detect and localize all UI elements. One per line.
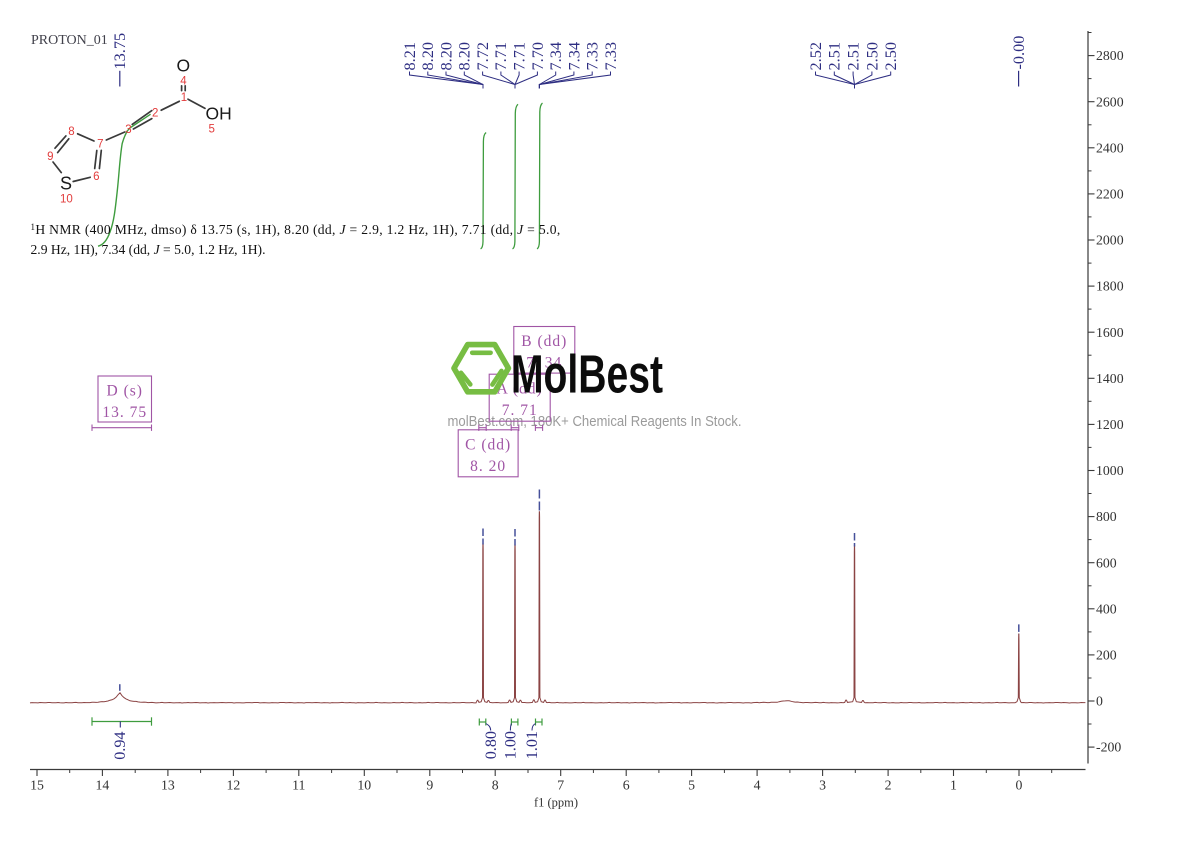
svg-text:2.52: 2.52 — [806, 42, 825, 71]
svg-text:2.9 Hz, 1H), 7.34 (dd, J = 5.0: 2.9 Hz, 1H), 7.34 (dd, J = 5.0, 1.2 Hz, … — [31, 242, 266, 258]
svg-text:4: 4 — [754, 778, 761, 793]
svg-text:S: S — [60, 174, 72, 194]
svg-text:5: 5 — [208, 123, 214, 135]
svg-text:10: 10 — [357, 778, 371, 793]
svg-text:800: 800 — [1096, 509, 1117, 524]
svg-text:1200: 1200 — [1096, 417, 1124, 432]
svg-text:14: 14 — [96, 778, 110, 793]
svg-text:6: 6 — [623, 778, 630, 793]
svg-text:C (dd): C (dd) — [465, 436, 511, 453]
svg-text:MolBest: MolBest — [511, 345, 663, 405]
svg-text:2: 2 — [152, 107, 158, 119]
svg-text:B (dd): B (dd) — [521, 333, 567, 350]
svg-text:7. 34: 7. 34 — [526, 355, 562, 372]
svg-text:7: 7 — [97, 138, 103, 150]
svg-text:7.71: 7.71 — [491, 42, 510, 71]
svg-text:1.00: 1.00 — [502, 731, 520, 759]
svg-text:-200: -200 — [1096, 740, 1121, 755]
svg-text:13. 75: 13. 75 — [102, 404, 147, 421]
svg-text:1000: 1000 — [1096, 463, 1124, 478]
svg-text:0: 0 — [1096, 694, 1103, 709]
svg-text:2.50: 2.50 — [881, 42, 900, 71]
svg-text:2600: 2600 — [1096, 94, 1124, 109]
svg-text:400: 400 — [1096, 601, 1117, 616]
svg-text:1: 1 — [950, 778, 957, 793]
svg-text:PROTON_01: PROTON_01 — [31, 33, 108, 48]
svg-text:7.71: 7.71 — [510, 42, 529, 71]
svg-text:0: 0 — [1016, 778, 1023, 793]
svg-text:8.20: 8.20 — [455, 42, 474, 71]
svg-text:4: 4 — [180, 76, 187, 88]
svg-text:13.75: 13.75 — [110, 33, 129, 70]
svg-text:3: 3 — [819, 778, 826, 793]
svg-text:8.20: 8.20 — [436, 42, 455, 71]
svg-text:7.70: 7.70 — [528, 42, 547, 71]
svg-text:molBest.com, 180K+ Chemical Re: molBest.com, 180K+ Chemical Reagents In … — [448, 414, 742, 430]
svg-text:1H NMR (400 MHz, dmso) δ 13.75: 1H NMR (400 MHz, dmso) δ 13.75 (s, 1H), … — [31, 222, 561, 238]
svg-text:OH: OH — [206, 103, 232, 123]
svg-text:2.50: 2.50 — [862, 42, 881, 71]
svg-text:10: 10 — [60, 193, 73, 205]
svg-text:f1 (ppm): f1 (ppm) — [534, 796, 578, 810]
svg-text:6: 6 — [93, 171, 99, 183]
svg-text:11: 11 — [292, 778, 305, 793]
svg-text:A (dd): A (dd) — [497, 381, 543, 398]
svg-text:15: 15 — [30, 778, 44, 793]
svg-text:1800: 1800 — [1096, 279, 1124, 294]
svg-text:200: 200 — [1096, 648, 1117, 663]
svg-text:2400: 2400 — [1096, 140, 1124, 155]
svg-text:7.33: 7.33 — [583, 42, 602, 71]
svg-text:13: 13 — [161, 778, 175, 793]
svg-text:9: 9 — [47, 151, 53, 163]
svg-text:1: 1 — [181, 92, 187, 104]
svg-text:7.34: 7.34 — [564, 42, 583, 71]
svg-text:7.72: 7.72 — [473, 42, 492, 71]
svg-text:1400: 1400 — [1096, 371, 1124, 386]
svg-text:2.51: 2.51 — [844, 42, 863, 71]
svg-text:7.34: 7.34 — [546, 42, 565, 71]
svg-text:7.33: 7.33 — [601, 42, 620, 71]
svg-text:600: 600 — [1096, 555, 1117, 570]
svg-text:9: 9 — [426, 778, 433, 793]
svg-text:2800: 2800 — [1096, 48, 1124, 63]
svg-text:8.21: 8.21 — [400, 42, 419, 71]
svg-text:-0.00: -0.00 — [1009, 36, 1028, 70]
svg-text:1600: 1600 — [1096, 325, 1124, 340]
svg-text:2000: 2000 — [1096, 233, 1124, 248]
svg-text:8: 8 — [68, 126, 74, 138]
svg-text:O: O — [176, 56, 190, 76]
svg-text:2.51: 2.51 — [825, 42, 844, 71]
svg-text:0.80: 0.80 — [482, 731, 500, 759]
svg-text:D (s): D (s) — [107, 383, 143, 400]
svg-text:8: 8 — [492, 778, 499, 793]
svg-text:12: 12 — [227, 778, 241, 793]
svg-text:7. 71: 7. 71 — [502, 402, 538, 419]
svg-text:0.94: 0.94 — [111, 731, 129, 759]
svg-text:7: 7 — [557, 778, 564, 793]
svg-text:8. 20: 8. 20 — [470, 458, 506, 475]
svg-text:3: 3 — [125, 124, 131, 136]
svg-text:2: 2 — [885, 778, 892, 793]
svg-text:2200: 2200 — [1096, 187, 1124, 202]
svg-text:1.01: 1.01 — [523, 731, 541, 759]
svg-text:8.20: 8.20 — [418, 42, 437, 71]
svg-text:5: 5 — [688, 778, 695, 793]
